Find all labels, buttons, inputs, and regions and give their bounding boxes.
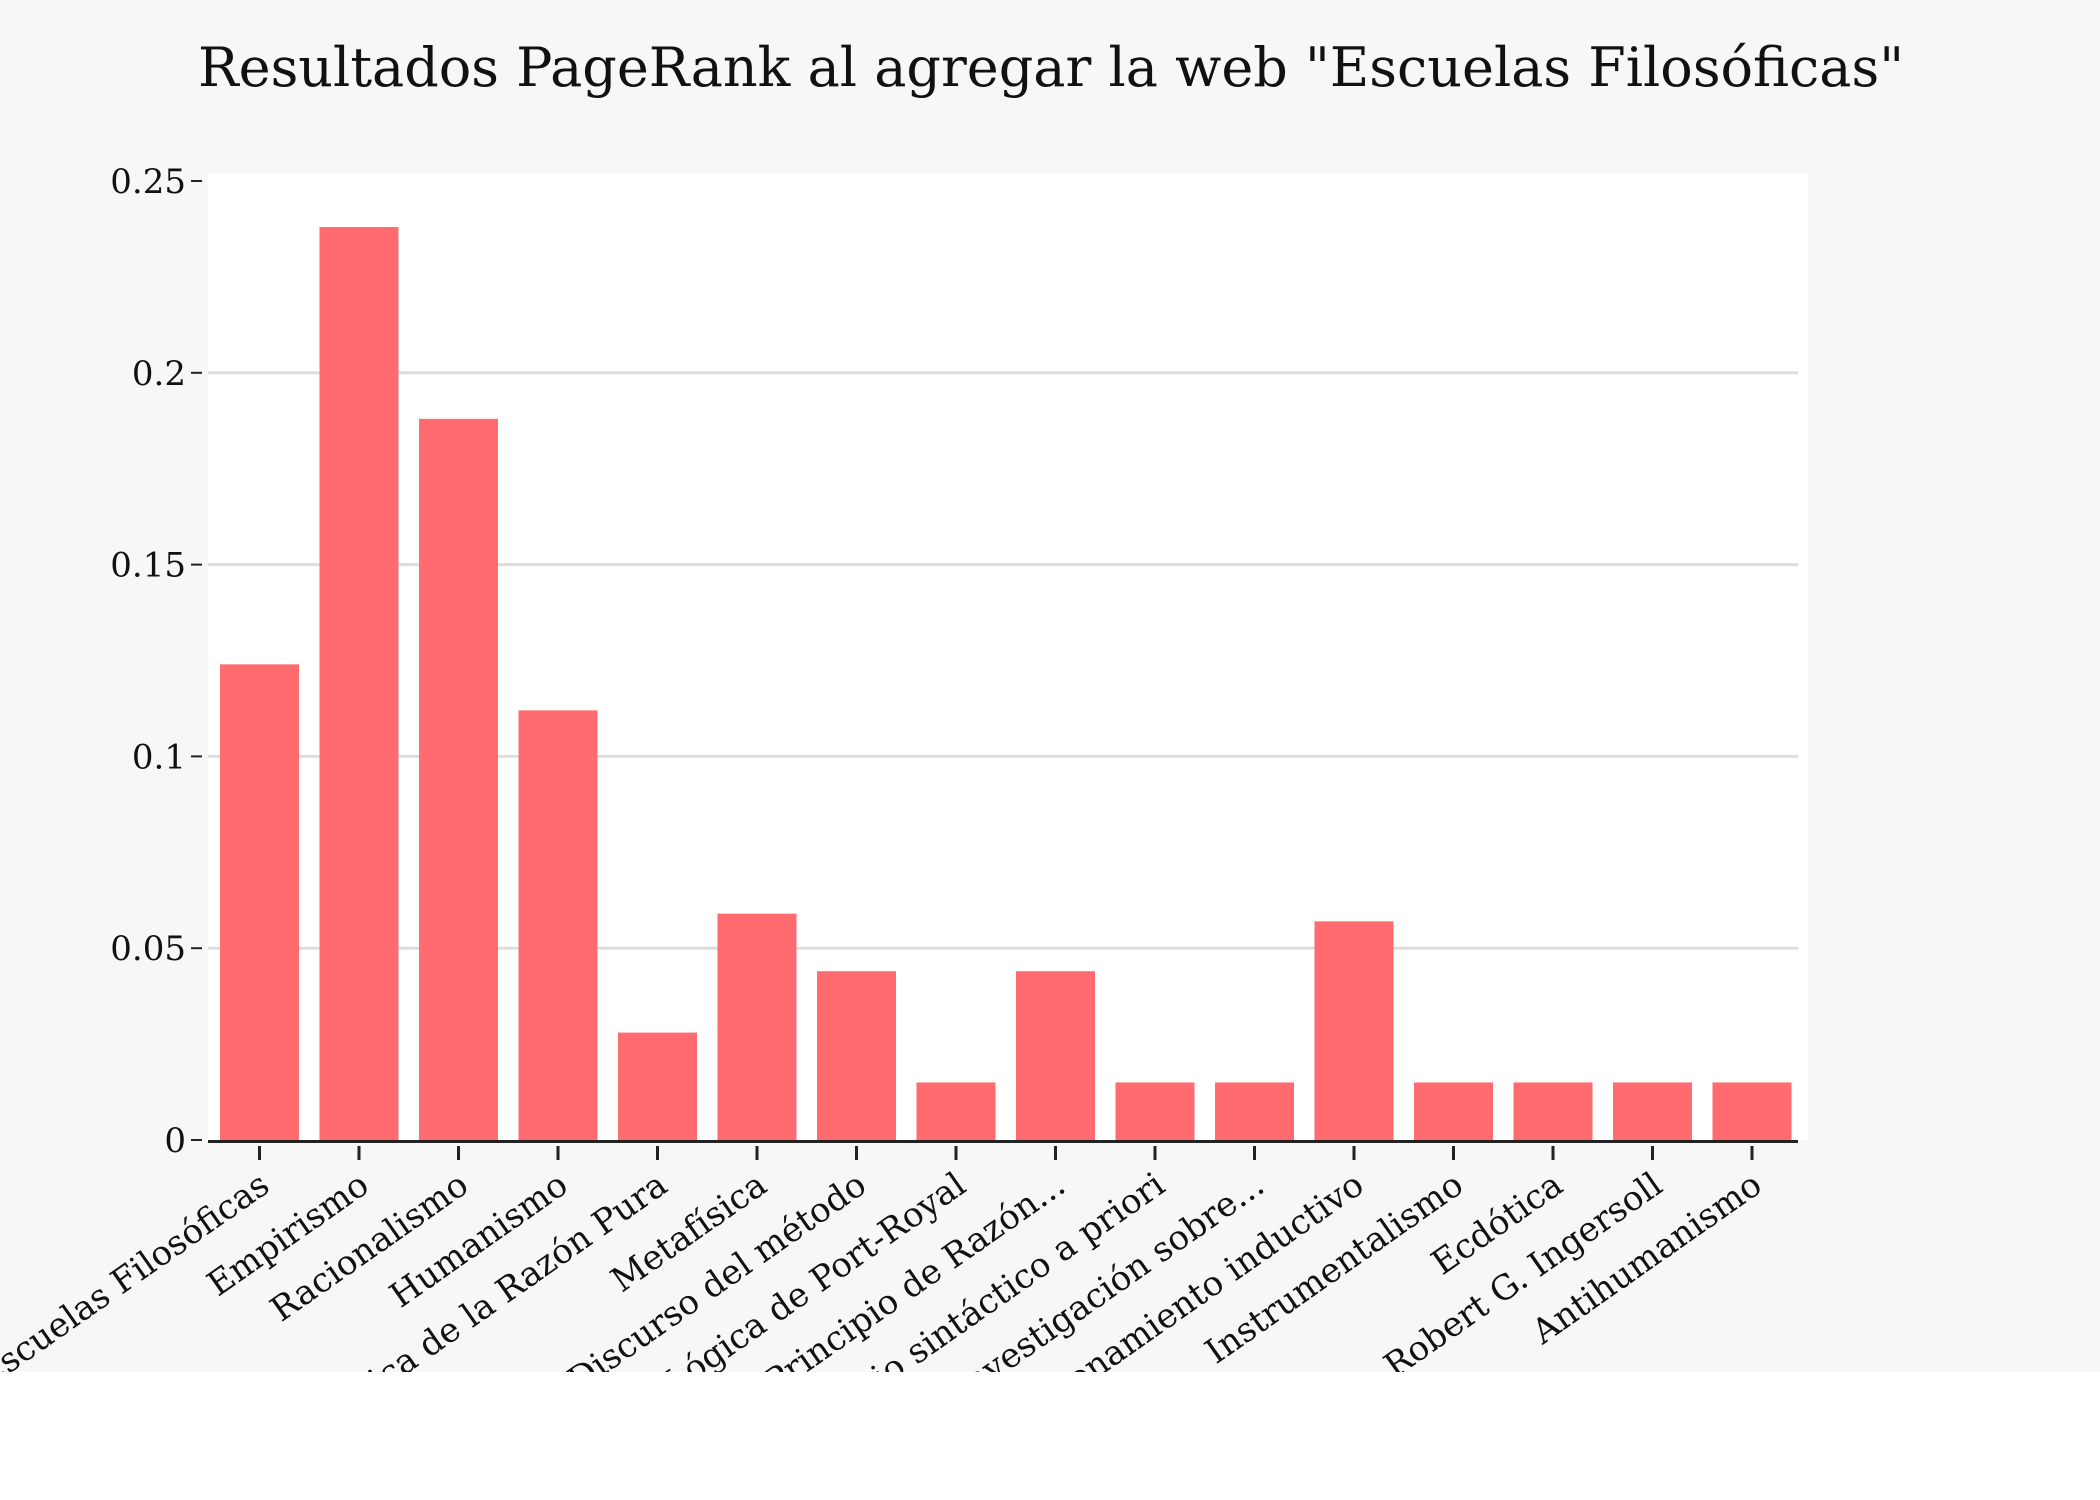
bar bbox=[1314, 921, 1394, 1140]
bar bbox=[1115, 1082, 1195, 1140]
bar bbox=[518, 710, 598, 1140]
bar bbox=[1215, 1082, 1294, 1140]
bar bbox=[717, 913, 797, 1140]
chart-figure: Resultados PageRank al agregar la web "E… bbox=[0, 36, 1905, 1372]
y-tick-label: 0.25 bbox=[110, 162, 186, 202]
bar bbox=[419, 418, 498, 1140]
bars-layer bbox=[220, 227, 1792, 1141]
bar bbox=[1414, 1082, 1493, 1140]
bar bbox=[1613, 1082, 1692, 1140]
bar bbox=[220, 664, 299, 1140]
bar bbox=[319, 227, 399, 1141]
chart-title: Resultados PageRank al agregar la web "E… bbox=[198, 36, 1904, 99]
bar bbox=[618, 1032, 697, 1140]
bar bbox=[1016, 971, 1095, 1140]
bar bbox=[1712, 1082, 1792, 1140]
y-tick-label: 0.05 bbox=[110, 929, 186, 969]
chart-svg: Resultados PageRank al agregar la web "E… bbox=[0, 36, 1904, 1372]
y-tick-label: 0 bbox=[164, 1121, 186, 1161]
bar bbox=[1513, 1082, 1593, 1140]
bar bbox=[916, 1082, 996, 1140]
bar bbox=[817, 971, 896, 1140]
y-tick-label: 0.2 bbox=[132, 354, 186, 394]
y-tick-label: 0.1 bbox=[132, 737, 186, 777]
y-tick-label: 0.15 bbox=[110, 546, 186, 586]
